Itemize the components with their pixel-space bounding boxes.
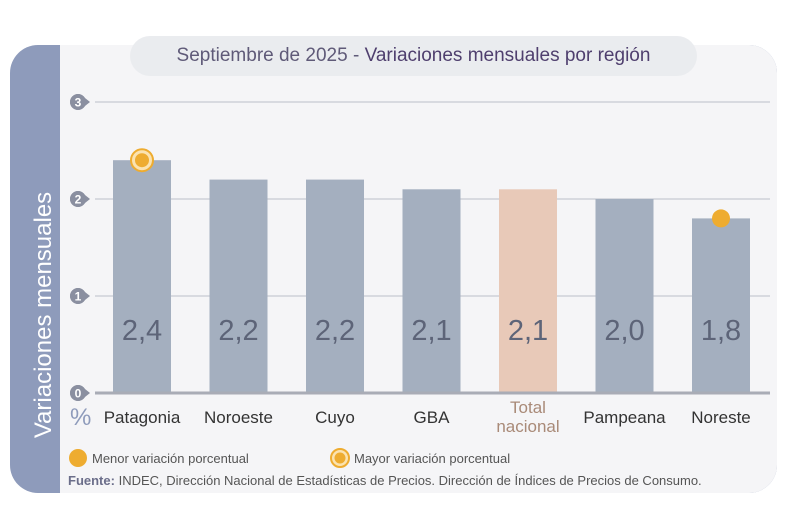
y-tick-badge bbox=[70, 191, 86, 207]
y-tick-label: 2 bbox=[75, 193, 82, 207]
x-tick-label: Noroeste bbox=[204, 408, 273, 427]
bar bbox=[692, 218, 750, 393]
y-unit-label: % bbox=[70, 404, 92, 431]
y-tick-badge bbox=[70, 385, 86, 401]
y-tick-label: 1 bbox=[75, 290, 82, 304]
y-tick-badge bbox=[70, 94, 86, 110]
legend-menor: Menor variación porcentual bbox=[68, 448, 249, 468]
data-label: 2,2 bbox=[315, 315, 355, 347]
bar bbox=[499, 189, 557, 393]
y-tick-badge bbox=[70, 288, 86, 304]
max-marker-dot bbox=[135, 153, 149, 168]
x-tick-label: Patagonia bbox=[104, 408, 181, 427]
x-tick-label: nacional bbox=[496, 417, 559, 436]
x-tick-label: Total bbox=[510, 398, 546, 417]
bar bbox=[113, 160, 171, 393]
x-tick-label: Noreste bbox=[691, 408, 751, 427]
y-tick-label: 0 bbox=[75, 387, 82, 401]
chart-title: Septiembre de 2025 - Variaciones mensual… bbox=[130, 36, 697, 76]
legend-mayor: Mayor variación porcentual bbox=[330, 448, 510, 468]
bar bbox=[595, 199, 654, 393]
x-tick-label: Pampeana bbox=[583, 408, 666, 427]
data-label: 2,2 bbox=[218, 315, 258, 347]
bar bbox=[402, 189, 461, 393]
data-label: 2,4 bbox=[122, 315, 162, 347]
data-label: 2,1 bbox=[411, 315, 451, 347]
data-label: 1,8 bbox=[701, 315, 741, 347]
data-label: 2,1 bbox=[508, 315, 548, 347]
y-tick-label: 3 bbox=[75, 96, 82, 110]
ring-dot-icon bbox=[330, 448, 350, 468]
bar bbox=[306, 179, 364, 393]
data-label: 2,0 bbox=[604, 315, 644, 347]
filled-dot-icon bbox=[69, 449, 87, 467]
min-marker bbox=[712, 209, 730, 228]
source-note: Fuente: INDEC, Dirección Nacional de Est… bbox=[68, 473, 702, 488]
x-tick-label: GBA bbox=[414, 408, 451, 427]
x-tick-label: Cuyo bbox=[315, 408, 355, 427]
bar bbox=[209, 179, 268, 393]
